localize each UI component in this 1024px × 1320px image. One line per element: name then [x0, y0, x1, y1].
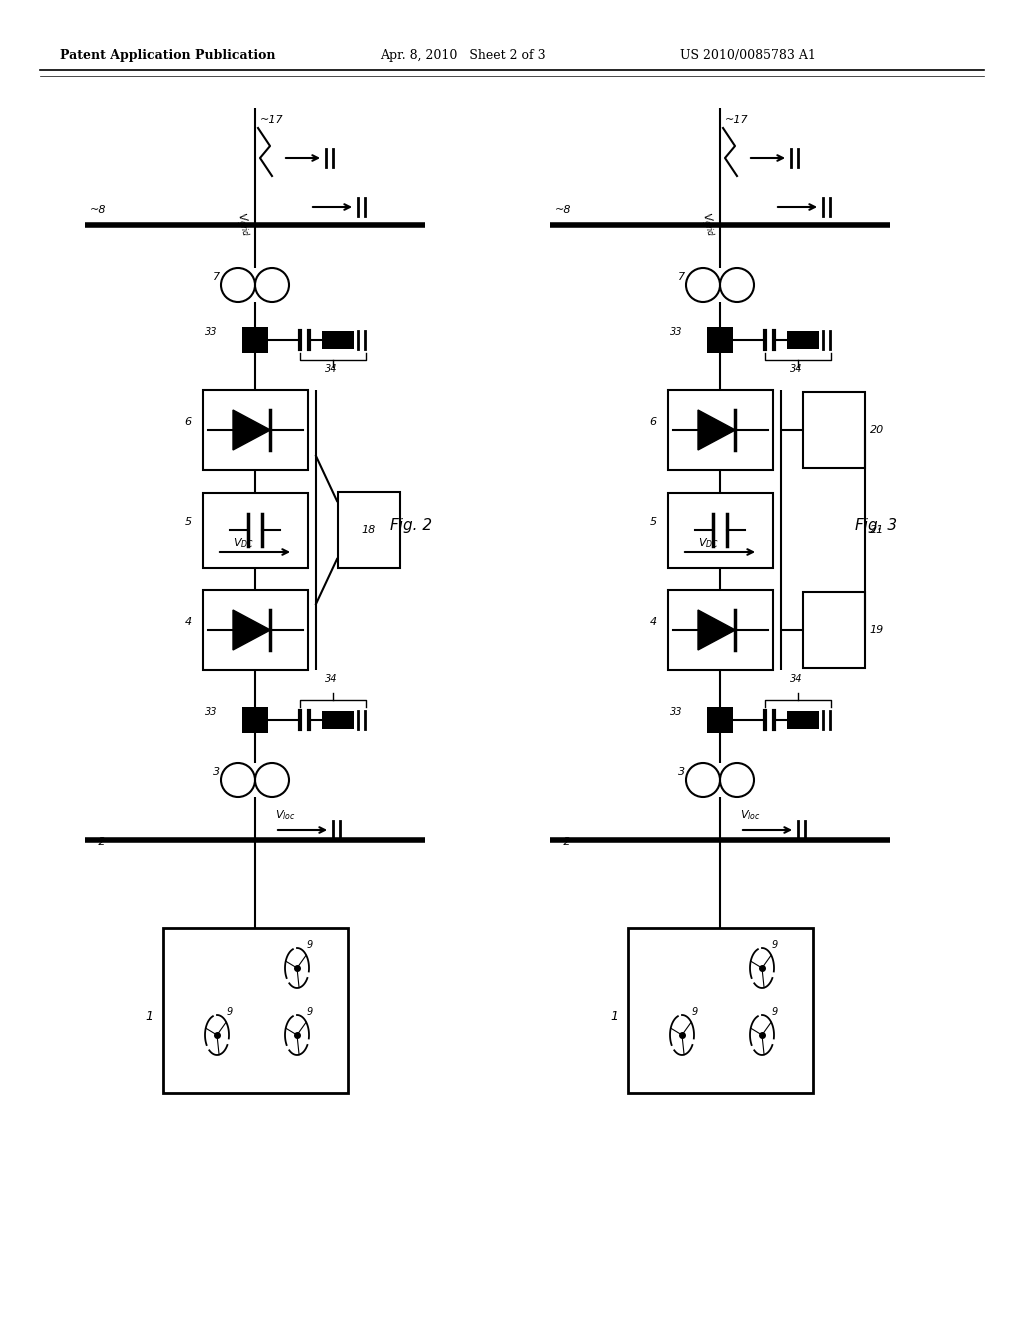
Text: $V_{loc}$: $V_{loc}$ [275, 808, 296, 822]
Text: Patent Application Publication: Patent Application Publication [60, 49, 275, 62]
Polygon shape [698, 411, 735, 450]
Text: 20: 20 [869, 425, 884, 436]
Bar [668, 389, 772, 470]
Polygon shape [233, 411, 270, 450]
Bar [803, 392, 864, 469]
Text: ~17: ~17 [260, 115, 284, 125]
Text: 1: 1 [145, 1010, 153, 1023]
Text: 33: 33 [205, 708, 217, 717]
Text: 5: 5 [649, 517, 656, 527]
Text: 33: 33 [205, 327, 217, 337]
Bar [203, 590, 307, 671]
Text: 3: 3 [678, 767, 685, 777]
Text: 33: 33 [670, 708, 683, 717]
Bar [707, 708, 733, 733]
Bar [707, 327, 733, 352]
Text: ~2: ~2 [90, 837, 106, 847]
Text: $V_{grid}$: $V_{grid}$ [231, 210, 254, 239]
Bar [803, 591, 864, 668]
Bar [203, 389, 307, 470]
Text: 7: 7 [213, 272, 220, 282]
Text: ~8: ~8 [555, 205, 571, 215]
Bar [668, 492, 772, 568]
Text: 7: 7 [678, 272, 685, 282]
Text: 1: 1 [610, 1010, 618, 1023]
Text: 34: 34 [790, 675, 803, 684]
Text: ~8: ~8 [90, 205, 106, 215]
Bar [787, 711, 819, 729]
Text: 6: 6 [649, 417, 656, 426]
Polygon shape [233, 610, 270, 649]
Bar [668, 590, 772, 671]
Text: $V_{grid}$: $V_{grid}$ [696, 210, 719, 239]
Text: 9: 9 [772, 1007, 778, 1016]
Bar [787, 331, 819, 348]
Text: ~2: ~2 [555, 837, 571, 847]
Text: 9: 9 [307, 1007, 313, 1016]
Bar [242, 327, 268, 352]
Text: Apr. 8, 2010   Sheet 2 of 3: Apr. 8, 2010 Sheet 2 of 3 [380, 49, 546, 62]
Text: Fig. 2: Fig. 2 [390, 517, 432, 533]
Text: 4: 4 [184, 616, 191, 627]
Text: US 2010/0085783 A1: US 2010/0085783 A1 [680, 49, 816, 62]
Bar [322, 331, 354, 348]
Text: $V_{DC}$: $V_{DC}$ [697, 536, 719, 550]
Text: 18: 18 [361, 525, 376, 535]
Text: Fig. 3: Fig. 3 [855, 517, 897, 533]
Polygon shape [698, 610, 735, 649]
Text: 34: 34 [325, 364, 338, 374]
Text: 6: 6 [184, 417, 191, 426]
Bar [163, 928, 347, 1093]
Bar [203, 492, 307, 568]
Text: 3: 3 [213, 767, 220, 777]
Text: 33: 33 [670, 327, 683, 337]
Text: 34: 34 [325, 675, 338, 684]
Text: 21: 21 [869, 525, 884, 535]
Text: $V_{DC}$: $V_{DC}$ [232, 536, 254, 550]
Text: $V_{loc}$: $V_{loc}$ [740, 808, 761, 822]
Bar [338, 492, 399, 568]
Text: 9: 9 [692, 1007, 698, 1016]
Text: 5: 5 [184, 517, 191, 527]
Text: 34: 34 [790, 364, 803, 374]
Text: ~17: ~17 [725, 115, 749, 125]
Text: 19: 19 [869, 624, 884, 635]
Text: 9: 9 [772, 940, 778, 950]
Bar [242, 708, 268, 733]
Text: 9: 9 [227, 1007, 233, 1016]
Bar [322, 711, 354, 729]
Text: 9: 9 [307, 940, 313, 950]
Bar [628, 928, 812, 1093]
Text: 4: 4 [649, 616, 656, 627]
